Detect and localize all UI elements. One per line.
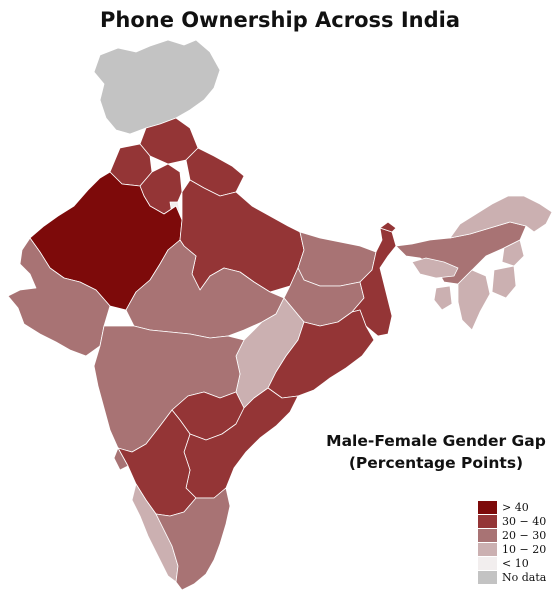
region-mizoram bbox=[457, 269, 491, 331]
legend-swatch bbox=[478, 570, 497, 584]
legend-label: 30 − 40 bbox=[502, 514, 547, 528]
legend-title-line2: (Percentage Points) bbox=[348, 454, 524, 472]
legend-item: > 40 bbox=[478, 500, 546, 514]
legend-swatch bbox=[478, 528, 497, 542]
region-nagaland bbox=[501, 239, 525, 267]
legend-swatch bbox=[478, 514, 497, 528]
legend-swatch bbox=[478, 500, 497, 514]
legend-label: 20 − 30 bbox=[502, 528, 547, 542]
region-goa bbox=[113, 447, 129, 471]
legend-item: < 10 bbox=[478, 556, 546, 570]
legend-title: Male-Female Gender Gap (Percentage Point… bbox=[320, 430, 552, 474]
region-tripura bbox=[433, 285, 453, 311]
legend-label: < 10 bbox=[502, 556, 529, 570]
legend-item: 30 − 40 bbox=[478, 514, 546, 528]
legend-label: > 40 bbox=[502, 500, 529, 514]
legend-item: 20 − 30 bbox=[478, 528, 546, 542]
region-meghalaya bbox=[411, 257, 459, 279]
region-arunachal-pradesh bbox=[449, 195, 553, 239]
region-sikkim bbox=[379, 221, 397, 233]
region-jammu-kashmir bbox=[93, 39, 221, 135]
legend-item: No data bbox=[478, 570, 546, 584]
legend-label: 10 − 20 bbox=[502, 542, 547, 556]
region-tamil-nadu bbox=[155, 487, 231, 591]
map-title: Phone Ownership Across India bbox=[99, 8, 461, 32]
legend-title-line1: Male-Female Gender Gap bbox=[326, 432, 546, 450]
legend-label: No data bbox=[502, 570, 547, 584]
region-gujarat bbox=[7, 237, 111, 357]
legend-swatch bbox=[478, 556, 497, 570]
legend-swatch bbox=[478, 542, 497, 556]
region-manipur bbox=[491, 265, 517, 299]
legend-item: 10 − 20 bbox=[478, 542, 546, 556]
legend: > 40 30 − 40 20 − 30 10 − 20 < 10 No dat… bbox=[478, 500, 546, 584]
region-odisha bbox=[267, 309, 375, 399]
